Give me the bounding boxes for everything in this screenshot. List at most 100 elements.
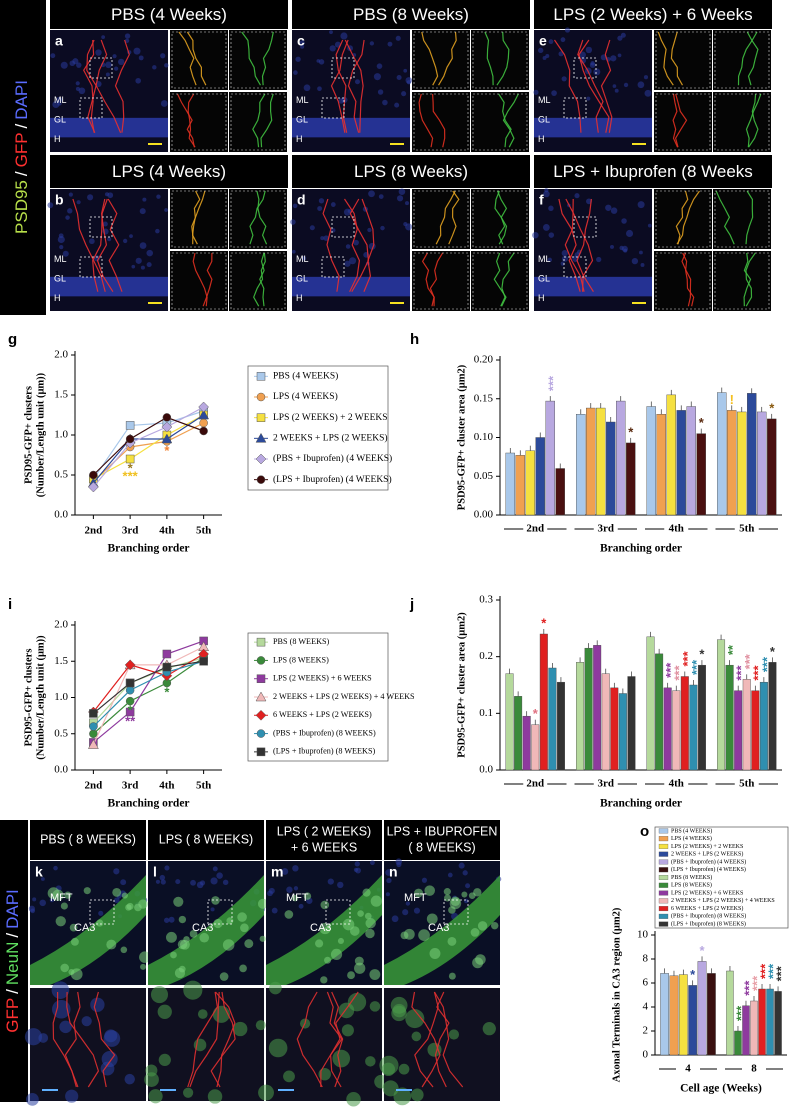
y-axis-label: (Number/Length unit (μm)) bbox=[35, 635, 46, 760]
region-label: ML bbox=[296, 254, 309, 264]
region-label: ML bbox=[54, 254, 67, 264]
nucleus bbox=[337, 881, 344, 889]
point bbox=[255, 691, 267, 702]
nucleus bbox=[338, 98, 345, 104]
significance-mark: * bbox=[164, 684, 170, 699]
bar bbox=[727, 410, 737, 516]
nucleus bbox=[301, 256, 307, 261]
legend-swatch bbox=[658, 898, 669, 904]
inset bbox=[713, 92, 771, 152]
ca3-layer bbox=[384, 875, 500, 985]
nucleus bbox=[545, 54, 550, 59]
nucleus bbox=[396, 861, 402, 868]
bar bbox=[535, 437, 545, 516]
legend-label: (PBS + Ibuprofen) (8 WEEKS) bbox=[273, 728, 376, 737]
panel-letter: l bbox=[153, 864, 157, 880]
nucleus bbox=[89, 238, 95, 245]
inset bbox=[713, 251, 771, 311]
nucleus bbox=[292, 865, 299, 872]
nucleus bbox=[585, 46, 593, 54]
neurite bbox=[497, 190, 508, 245]
neurite bbox=[670, 31, 684, 86]
nucleus bbox=[32, 897, 37, 902]
nucleus bbox=[155, 879, 161, 884]
panel-letter: k bbox=[35, 864, 43, 880]
nucleus bbox=[393, 1087, 412, 1106]
nucleus bbox=[142, 197, 147, 202]
point bbox=[255, 453, 267, 465]
significance-mark: *** bbox=[759, 656, 774, 672]
bar bbox=[680, 676, 689, 771]
significance-mark: * bbox=[690, 967, 696, 982]
nucleus bbox=[405, 1009, 425, 1029]
nucleus bbox=[365, 918, 376, 929]
y-tick-label: 0 bbox=[643, 1049, 649, 1061]
inset-frame bbox=[171, 31, 227, 89]
nucleus bbox=[292, 203, 298, 209]
nucleus bbox=[269, 981, 282, 995]
neurite bbox=[745, 190, 754, 245]
bar bbox=[515, 455, 525, 516]
neurite bbox=[564, 198, 585, 292]
significance-mark: *** bbox=[546, 375, 561, 391]
side-label-part: / bbox=[3, 989, 22, 994]
nucleus bbox=[564, 27, 571, 33]
nucleus bbox=[237, 912, 247, 922]
y-tick-label: 0.5 bbox=[54, 469, 68, 481]
bar bbox=[688, 985, 698, 1056]
nucleus bbox=[349, 257, 357, 265]
nucleus bbox=[239, 964, 247, 973]
legend-label: LPS (2 WEEKS) + 6 WEEKS bbox=[273, 674, 372, 683]
nucleus bbox=[626, 229, 634, 237]
legend-swatch bbox=[658, 859, 669, 865]
series-line bbox=[92, 414, 204, 484]
neurite bbox=[676, 190, 700, 245]
neurite bbox=[682, 252, 695, 307]
nucleus bbox=[596, 256, 602, 263]
nucleus bbox=[126, 902, 134, 910]
nucleus bbox=[418, 929, 430, 941]
nucleus bbox=[160, 53, 166, 59]
point bbox=[199, 657, 208, 666]
neurite bbox=[558, 198, 581, 292]
panel-title-bar bbox=[50, 0, 288, 29]
inset-frame bbox=[655, 31, 711, 89]
nucleus bbox=[124, 38, 130, 43]
nucleus bbox=[378, 194, 384, 199]
nucleus bbox=[391, 915, 399, 923]
nucleus bbox=[385, 869, 392, 876]
neurite bbox=[349, 198, 370, 293]
nucleus bbox=[318, 1067, 331, 1081]
panel-letter: m bbox=[271, 864, 283, 880]
significance-mark: *** bbox=[663, 662, 678, 678]
neurite bbox=[66, 991, 100, 1088]
series-line bbox=[92, 660, 204, 727]
y-tick-label: 0.20 bbox=[474, 354, 494, 366]
nucleus bbox=[124, 1073, 135, 1085]
region-label: ML bbox=[538, 254, 551, 264]
nucleus bbox=[532, 231, 539, 239]
inset bbox=[713, 189, 771, 249]
neurite bbox=[114, 39, 130, 133]
side-label: GFP / NeuN / DAPI bbox=[3, 889, 22, 1033]
nucleus bbox=[146, 249, 153, 257]
nucleus bbox=[610, 55, 617, 62]
neurite bbox=[411, 991, 441, 1088]
nucleus bbox=[113, 868, 120, 875]
y-tick-label: 1.5 bbox=[54, 389, 68, 401]
neurite bbox=[326, 991, 343, 1088]
nucleus bbox=[69, 923, 78, 932]
legend-label: LPS (4 WEEKS) bbox=[671, 835, 712, 842]
nucleus bbox=[268, 887, 275, 894]
region-label: CA3 bbox=[74, 922, 95, 934]
bar bbox=[686, 406, 696, 516]
series-line bbox=[93, 414, 204, 480]
nucleus bbox=[216, 872, 223, 879]
x-tick-label: 2nd bbox=[85, 525, 103, 537]
nucleus bbox=[200, 880, 206, 886]
nucleus bbox=[96, 919, 104, 927]
significance-mark: * bbox=[699, 647, 705, 662]
bar bbox=[505, 673, 514, 771]
roi-box bbox=[207, 899, 233, 925]
series-line bbox=[92, 416, 204, 476]
